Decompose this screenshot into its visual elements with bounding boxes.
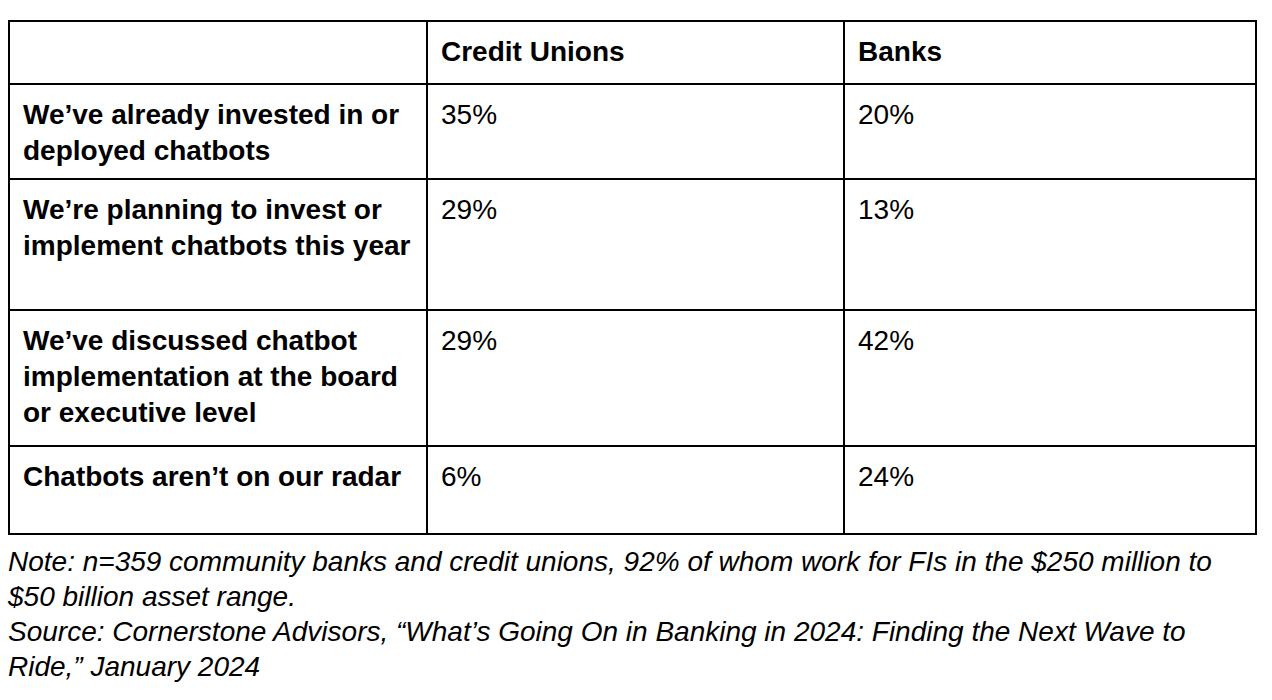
table-row: We’ve already invested in or deployed ch… [9, 84, 1256, 179]
table-row: We’ve discussed chatbot implementation a… [9, 310, 1256, 446]
footnote: Note: n=359 community banks and credit u… [8, 544, 1226, 684]
table-row: Chatbots aren’t on our radar 6% 24% [9, 446, 1256, 534]
cell-credit-unions: 6% [427, 446, 844, 534]
cell-banks: 13% [844, 179, 1256, 310]
column-header-banks: Banks [844, 21, 1256, 84]
cell-credit-unions: 29% [427, 179, 844, 310]
column-header-credit-unions: Credit Unions [427, 21, 844, 84]
chatbot-adoption-table: Credit Unions Banks We’ve already invest… [8, 20, 1257, 535]
cell-banks: 42% [844, 310, 1256, 446]
row-label: We’ve already invested in or deployed ch… [9, 84, 427, 179]
cell-credit-unions: 35% [427, 84, 844, 179]
table-header-row: Credit Unions Banks [9, 21, 1256, 84]
row-label: We’re planning to invest or implement ch… [9, 179, 427, 310]
page: Credit Unions Banks We’ve already invest… [0, 0, 1272, 684]
source-text: Source: Cornerstone Advisors, “What’s Go… [8, 614, 1226, 684]
table-row: We’re planning to invest or implement ch… [9, 179, 1256, 310]
row-label: Chatbots aren’t on our radar [9, 446, 427, 534]
note-text: Note: n=359 community banks and credit u… [8, 544, 1226, 614]
cell-credit-unions: 29% [427, 310, 844, 446]
row-label: We’ve discussed chatbot implementation a… [9, 310, 427, 446]
column-header-empty [9, 21, 427, 84]
cell-banks: 20% [844, 84, 1256, 179]
cell-banks: 24% [844, 446, 1256, 534]
